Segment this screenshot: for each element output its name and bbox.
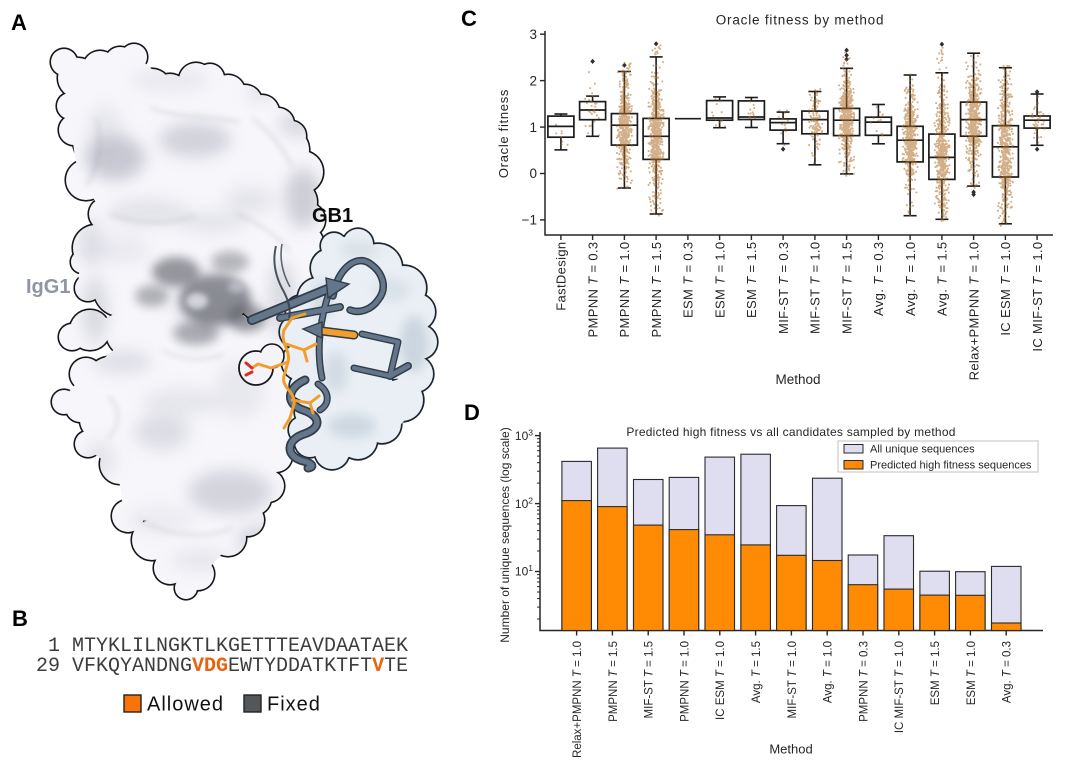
svg-text:IC MIF-ST T = 1.0: IC MIF-ST T = 1.0: [1030, 242, 1045, 352]
svg-text:Oracle fitness by method: Oracle fitness by method: [716, 13, 885, 28]
svg-text:Allowed: Allowed: [147, 694, 224, 716]
svg-text:Predicted high fitness sequenc: Predicted high fitness sequences: [870, 460, 1032, 472]
svg-text:GB1: GB1: [312, 205, 353, 227]
svg-text:1: 1: [48, 635, 60, 658]
svg-text:MIF-ST T = 1.0: MIF-ST T = 1.0: [808, 242, 823, 334]
svg-text:MIF-ST T = 1.5: MIF-ST T = 1.5: [644, 641, 656, 718]
svg-text:A: A: [11, 10, 27, 35]
svg-text:ESM T = 1.5: ESM T = 1.5: [744, 242, 759, 318]
svg-text:1: 1: [529, 120, 537, 135]
svg-text:ESM T = 1.0: ESM T = 1.0: [966, 641, 978, 705]
svg-text:Avg. T = 1.0: Avg. T = 1.0: [823, 641, 835, 703]
svg-text:Avg. T = 1.5: Avg. T = 1.5: [751, 641, 763, 703]
svg-text:Number of unique sequences (lo: Number of unique sequences (log scale): [498, 427, 512, 642]
svg-text:IC MIF-ST T = 1.0: IC MIF-ST T = 1.0: [894, 641, 906, 733]
svg-text:VFKQYANDNGVDGEWTYDDATKTFTVTE: VFKQYANDNGVDGEWTYDDATKTFTVTE: [72, 655, 408, 678]
svg-text:Method: Method: [769, 742, 812, 757]
svg-text:MTYKLILNGKTLKGETTTEAVDAATAEK: MTYKLILNGKTLKGETTTEAVDAATAEK: [72, 635, 408, 658]
svg-text:PMPNN T = 0.3: PMPNN T = 0.3: [585, 242, 600, 338]
svg-text:PMPNN T = 1.0: PMPNN T = 1.0: [617, 242, 632, 338]
svg-text:ESM T = 1.0: ESM T = 1.0: [712, 242, 727, 318]
svg-text:Avg. T = 1.0: Avg. T = 1.0: [903, 242, 918, 316]
svg-text:2: 2: [529, 73, 537, 88]
svg-text:−1: −1: [522, 213, 537, 228]
svg-text:Oracle fitness: Oracle fitness: [496, 89, 511, 178]
svg-text:PMPNN T = 1.5: PMPNN T = 1.5: [608, 641, 620, 722]
svg-text:Avg. T = 0.3: Avg. T = 0.3: [871, 242, 886, 316]
svg-text:Avg. T = 0.3: Avg. T = 0.3: [1002, 641, 1014, 703]
svg-text:All unique sequences: All unique sequences: [870, 444, 975, 456]
svg-text:Method: Method: [775, 372, 820, 387]
svg-text:MIF-ST T = 1.5: MIF-ST T = 1.5: [839, 242, 854, 334]
svg-text:IC ESM T = 1.0: IC ESM T = 1.0: [998, 242, 1013, 336]
svg-text:ESM T = 0.3: ESM T = 0.3: [681, 242, 696, 318]
svg-text:0: 0: [529, 166, 537, 181]
svg-text:MIF-ST T = 0.3: MIF-ST T = 0.3: [776, 242, 791, 334]
svg-text:PMPNN T = 0.3: PMPNN T = 0.3: [858, 641, 870, 722]
svg-text:MIF-ST T = 1.0: MIF-ST T = 1.0: [787, 641, 799, 718]
svg-text:IgG1: IgG1: [26, 276, 70, 298]
svg-text:PMPNN T = 1.0: PMPNN T = 1.0: [679, 641, 691, 722]
svg-text:C: C: [461, 6, 477, 31]
svg-text:ESM T = 1.5: ESM T = 1.5: [930, 641, 942, 705]
svg-text:D: D: [464, 400, 480, 425]
svg-text:B: B: [12, 606, 28, 631]
svg-text:29: 29: [36, 655, 60, 678]
svg-text:IC ESM T = 1.0: IC ESM T = 1.0: [715, 641, 727, 720]
svg-text:Fixed: Fixed: [267, 694, 321, 716]
svg-text:3: 3: [529, 27, 537, 42]
svg-text:Avg. T = 1.5: Avg. T = 1.5: [935, 242, 950, 316]
svg-text:FastDesign: FastDesign: [554, 242, 569, 311]
svg-text:PMPNN T = 1.5: PMPNN T = 1.5: [649, 242, 664, 338]
svg-text:Predicted high fitness vs all: Predicted high fitness vs all candidates…: [626, 425, 955, 439]
svg-text:Relax+PMPNN T = 1.0: Relax+PMPNN T = 1.0: [966, 242, 981, 381]
svg-text:Relax+PMPNN T = 1.0: Relax+PMPNN T = 1.0: [572, 641, 584, 758]
